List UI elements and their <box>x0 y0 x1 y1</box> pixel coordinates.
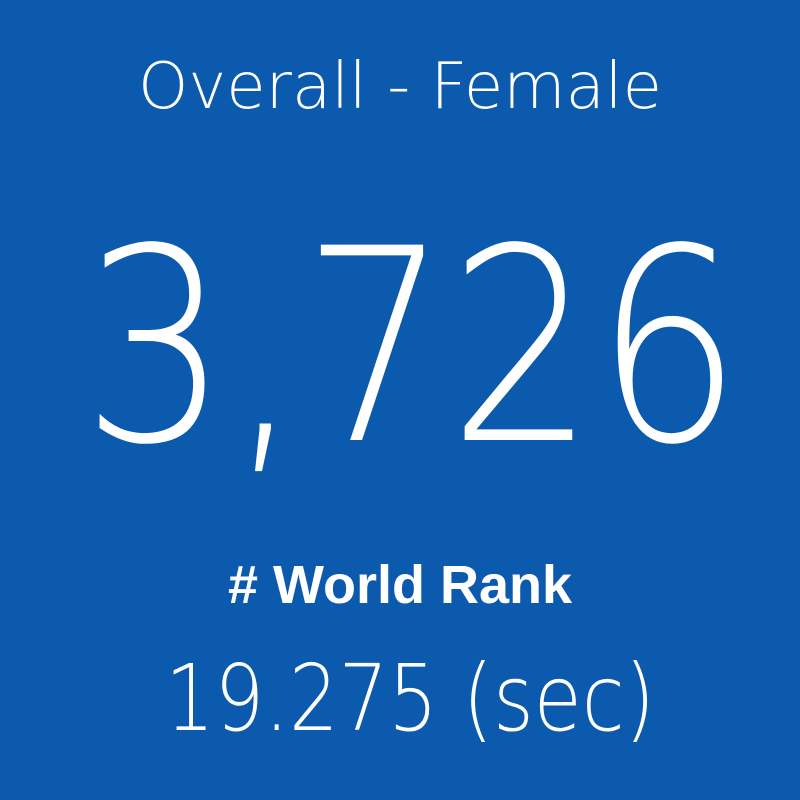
tile-value: 3,726 <box>82 192 742 504</box>
tile-title: Overall - Female <box>138 50 662 124</box>
tile-label: # World Rank <box>228 555 573 615</box>
tile-subtitle: 19.275 (sec) <box>165 645 655 752</box>
